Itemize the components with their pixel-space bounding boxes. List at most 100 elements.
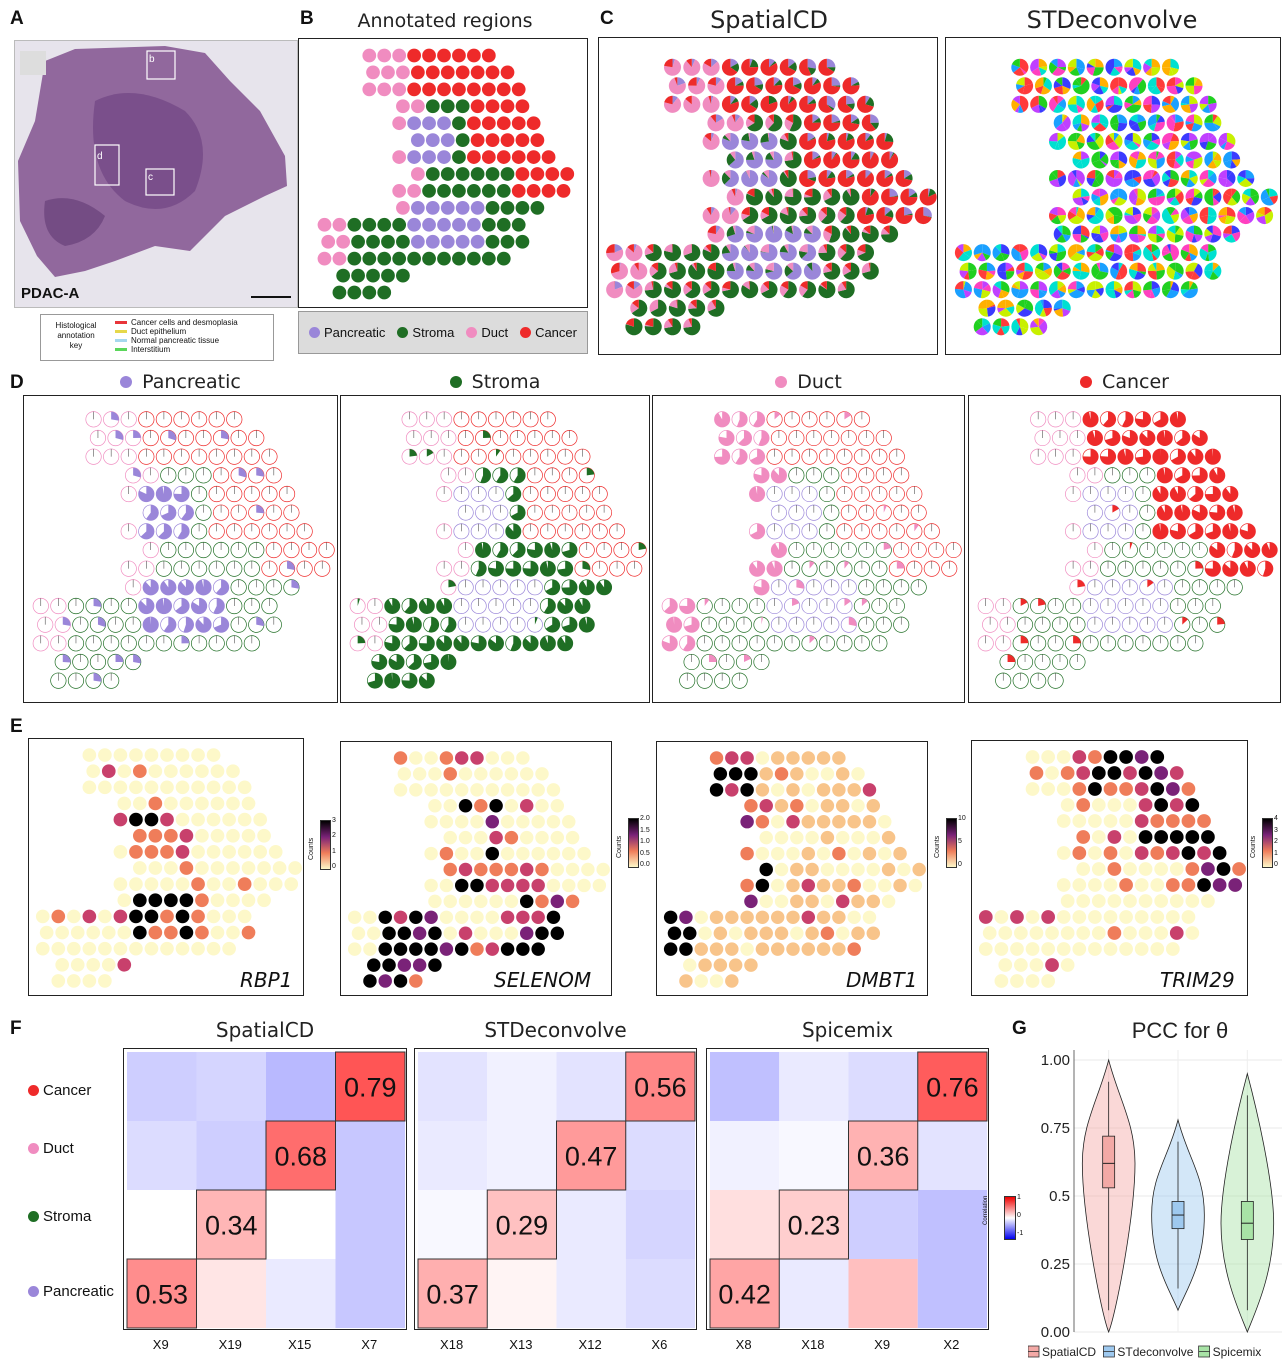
pie-slice bbox=[1149, 104, 1152, 113]
expression-spot bbox=[144, 780, 159, 795]
pie-slice bbox=[1231, 159, 1241, 167]
pie-slice bbox=[1072, 114, 1082, 126]
pie-slice bbox=[792, 188, 794, 197]
pie-slice bbox=[788, 96, 795, 105]
pie-slice bbox=[845, 226, 851, 235]
pie-slice bbox=[1067, 281, 1077, 290]
pie-slice bbox=[1156, 157, 1165, 169]
pie-slice bbox=[826, 95, 836, 109]
expression-spot bbox=[164, 796, 178, 811]
pie-slice bbox=[1185, 120, 1194, 125]
expression-spot bbox=[790, 767, 804, 781]
region-spot bbox=[455, 65, 470, 80]
pie-slice bbox=[870, 188, 872, 197]
pie-slice bbox=[1132, 252, 1141, 262]
pie-slice bbox=[1156, 234, 1164, 243]
panel-c-title-spatialcd: SpatialCD bbox=[710, 6, 828, 34]
pie-slice bbox=[1166, 207, 1171, 216]
pie-slice bbox=[963, 271, 970, 280]
pie-slice bbox=[846, 95, 855, 105]
expression-spot bbox=[367, 958, 381, 972]
pie-slice bbox=[1145, 67, 1152, 76]
pie-slice bbox=[1143, 178, 1156, 187]
pie-slice bbox=[995, 244, 1002, 253]
pie-slice bbox=[784, 77, 801, 95]
pie-slice bbox=[1199, 178, 1209, 185]
pie-slice bbox=[357, 635, 366, 644]
heatmap-cell bbox=[487, 1259, 557, 1328]
expression-spot bbox=[237, 812, 252, 827]
pie-slice bbox=[1193, 156, 1203, 169]
expression-spot bbox=[98, 909, 112, 924]
pie-slice bbox=[820, 281, 827, 290]
pie-slice bbox=[802, 281, 817, 299]
expression-spot bbox=[519, 926, 534, 940]
pie-slice bbox=[1204, 262, 1213, 272]
pie-slice bbox=[146, 504, 159, 521]
pie-slice bbox=[1156, 85, 1165, 93]
expression-spot bbox=[770, 846, 785, 861]
expression-spot bbox=[755, 783, 770, 797]
expression-spot bbox=[458, 894, 473, 909]
pie-slice bbox=[705, 244, 712, 253]
expression-spot bbox=[1181, 910, 1196, 924]
pie-slice bbox=[680, 598, 688, 606]
expression-spot bbox=[195, 764, 209, 779]
pie-slice bbox=[992, 246, 1002, 259]
pie-slice bbox=[631, 299, 648, 317]
expression-spot bbox=[1072, 942, 1087, 956]
correlation-value: 0.29 bbox=[496, 1211, 549, 1241]
pie-slice bbox=[1096, 262, 1100, 272]
region-spot bbox=[560, 167, 575, 181]
expression-spot bbox=[470, 783, 484, 797]
counts-tick: 1 bbox=[1274, 849, 1278, 857]
pie-slice bbox=[741, 169, 759, 187]
expression-spot bbox=[454, 942, 469, 956]
pie-slice bbox=[664, 319, 673, 329]
pie-slice bbox=[606, 244, 615, 254]
pie-slice bbox=[1012, 95, 1020, 105]
diagonal-box bbox=[778, 1189, 849, 1260]
pie-slice bbox=[664, 59, 682, 76]
pie-slice bbox=[754, 77, 763, 86]
pie-slice bbox=[837, 281, 855, 299]
pie-slice bbox=[765, 262, 774, 272]
pie-slice bbox=[1020, 635, 1029, 644]
pie-slice bbox=[1212, 151, 1218, 160]
pie-slice bbox=[1056, 262, 1063, 272]
pie-slice bbox=[1129, 114, 1138, 123]
pie-slice bbox=[178, 579, 194, 596]
pie-slice bbox=[807, 176, 817, 182]
expression-spot bbox=[820, 894, 835, 909]
pie-slice bbox=[1081, 225, 1090, 238]
expression-spot bbox=[1181, 782, 1196, 796]
expression-spot bbox=[1103, 878, 1118, 892]
region-spot bbox=[336, 268, 351, 283]
pie-slice bbox=[545, 579, 560, 595]
pie-slice bbox=[978, 308, 988, 317]
expression-spot bbox=[1010, 974, 1024, 988]
pie-slice bbox=[1157, 504, 1173, 521]
legend-dot bbox=[309, 327, 320, 338]
pie-slice bbox=[1162, 252, 1174, 262]
expression-spot bbox=[70, 957, 85, 972]
pie-slice bbox=[802, 561, 817, 576]
pie-slice bbox=[1194, 114, 1203, 126]
pie-slice bbox=[419, 598, 435, 614]
pie-slice bbox=[856, 169, 874, 187]
pie-slice bbox=[1194, 234, 1203, 243]
pie-slice bbox=[865, 172, 872, 179]
pie-slice bbox=[1053, 265, 1063, 278]
pie-slice bbox=[1170, 244, 1179, 261]
pie-slice bbox=[851, 152, 860, 160]
pie-slice bbox=[870, 151, 874, 160]
expression-spot bbox=[994, 974, 1009, 988]
pie-slice bbox=[844, 262, 851, 272]
pie-slice bbox=[992, 324, 1002, 335]
expression-spot bbox=[805, 830, 819, 845]
pie-slice bbox=[1180, 104, 1191, 113]
pie-slice bbox=[1076, 169, 1085, 185]
pie-slice bbox=[771, 225, 774, 235]
pie-slice bbox=[1210, 505, 1218, 513]
expression-spot bbox=[832, 814, 846, 829]
